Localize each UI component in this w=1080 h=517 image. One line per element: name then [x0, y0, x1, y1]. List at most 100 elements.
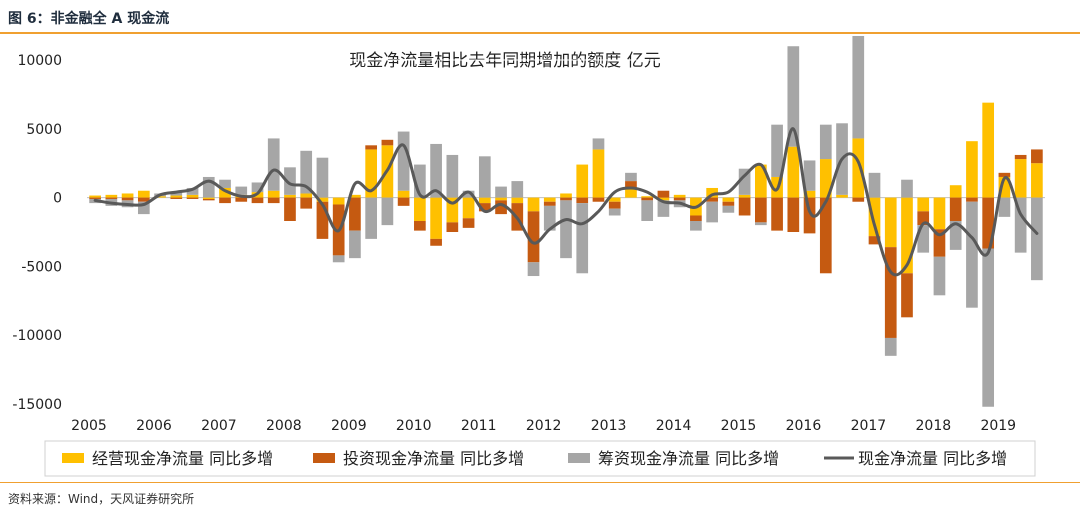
bar-series-2 [397, 197, 410, 206]
bar-series-2 [219, 197, 231, 204]
bar-series-3 [316, 157, 329, 198]
bar-series-1 [917, 197, 930, 212]
bar-series-2 [381, 139, 394, 146]
bar-series-3 [608, 208, 621, 216]
bar-series-3 [527, 262, 540, 277]
bar-series-3 [251, 182, 264, 193]
bar-series-2 [868, 236, 881, 245]
bar-series-1 [495, 197, 507, 201]
bar-series-2 [819, 197, 832, 274]
bar-series-1 [349, 194, 361, 198]
bar-series-3 [576, 203, 589, 274]
bar-series-2 [365, 145, 377, 150]
bar-series-2 [657, 190, 670, 198]
bar-series-3 [933, 256, 946, 296]
legend: 经营现金净流量 同比多增 投资现金净流量 同比多增 筹资现金净流量 同比多增 现金净流… [62, 449, 1007, 468]
bar-series-2 [543, 201, 556, 206]
bar-series-3 [884, 337, 897, 356]
bar-series-1 [121, 193, 134, 198]
bar-series-3 [219, 179, 231, 188]
bar-series-2 [852, 197, 865, 202]
y-tick-label: -10000 [12, 328, 62, 344]
bar-series-1 [154, 196, 166, 198]
figure-header: 图 6：非金融全 A 现金流 [0, 0, 1080, 34]
bar-series-2 [722, 201, 735, 206]
bar-series-3 [641, 200, 654, 221]
bar-series-3 [803, 160, 816, 191]
legend-swatch [62, 453, 84, 463]
bar-series-3 [397, 131, 410, 191]
bar-series-2 [202, 198, 215, 201]
bar-series-3 [349, 230, 361, 259]
bar-series-3 [430, 143, 442, 198]
x-tick-label: 2017 [851, 418, 887, 434]
x-tick-label: 2019 [980, 418, 1016, 434]
bar-series-3 [365, 197, 377, 239]
bar-series-1 [836, 194, 848, 198]
bar-series-3 [982, 248, 995, 407]
bar-series-3 [511, 181, 524, 198]
bar-series-3 [381, 197, 394, 226]
bar-series-2 [690, 215, 702, 221]
bar-series-2 [316, 201, 329, 239]
bar-series-2 [755, 197, 767, 223]
legend-label: 投资现金净流量 同比多增 [343, 449, 524, 468]
bar-series-2 [706, 197, 718, 202]
bar-series-3 [186, 187, 199, 195]
bar-series-3 [787, 46, 800, 147]
bar-series-3 [1014, 197, 1027, 253]
bar-series-3 [949, 220, 962, 250]
header-rule [0, 32, 1080, 34]
y-tick-label: -5000 [21, 259, 62, 275]
x-tick-label: 2007 [201, 418, 237, 434]
bar-series-1 [332, 197, 345, 205]
bar-series-1 [998, 176, 1011, 198]
bar-series-2 [673, 197, 686, 201]
bar-series-2 [462, 218, 475, 228]
bar-series-1 [414, 197, 426, 221]
y-tick-label: -15000 [12, 397, 62, 413]
x-tick-label: 2005 [71, 418, 107, 434]
bar-series-2 [527, 211, 540, 263]
bar-series-3 [917, 225, 930, 253]
bar-series-2 [982, 197, 995, 249]
bar-series-1 [966, 141, 978, 198]
x-tick-label: 2013 [591, 418, 627, 434]
bar-series-2 [608, 201, 621, 209]
bar-series-1 [1014, 159, 1027, 198]
bar-series-1 [949, 185, 962, 198]
bar-series-1 [706, 187, 718, 198]
figure-title: 图 6：非金融全 A 现金流 [8, 11, 170, 27]
bar-series-2 [917, 211, 930, 226]
bar-series-1 [397, 190, 410, 198]
bar-series-2 [105, 197, 118, 199]
bar-series-2 [495, 200, 507, 215]
bar-series-2 [414, 220, 426, 231]
bar-series-1 [137, 190, 150, 198]
legend-label: 筹资现金净流量 同比多增 [598, 449, 779, 468]
bar-series-2 [284, 197, 296, 221]
bar-series-3 [495, 186, 507, 198]
bar-series-1 [819, 159, 832, 198]
bar-series-3 [625, 172, 637, 182]
x-tick-label: 2012 [526, 418, 562, 434]
bar-series-2 [560, 197, 572, 201]
bar-series-3 [235, 186, 248, 195]
chart-svg: 现金净流量相比去年同期增加的额度 亿元 10000 5000 0 -5000 -1000… [12, 33, 1045, 477]
bar-series-3 [657, 200, 670, 217]
bar-series-3 [819, 124, 832, 160]
bar-series-3 [300, 150, 313, 194]
bar-series-1 [1031, 163, 1043, 198]
y-tick-label: 10000 [17, 53, 62, 69]
footer-rule [0, 482, 1080, 483]
bar-series-1 [560, 193, 572, 198]
bar-series-1 [576, 164, 589, 198]
x-tick-label: 2016 [786, 418, 822, 434]
bar-series-2 [949, 197, 962, 221]
bar-series-1 [446, 197, 459, 223]
bar-series-3 [966, 201, 978, 308]
bar-series-2 [300, 197, 313, 209]
bar-series-1 [657, 197, 670, 201]
bar-series-3 [414, 164, 426, 198]
y-axis-ticks: 10000 5000 0 -5000 -10000 -15000 [12, 53, 62, 413]
